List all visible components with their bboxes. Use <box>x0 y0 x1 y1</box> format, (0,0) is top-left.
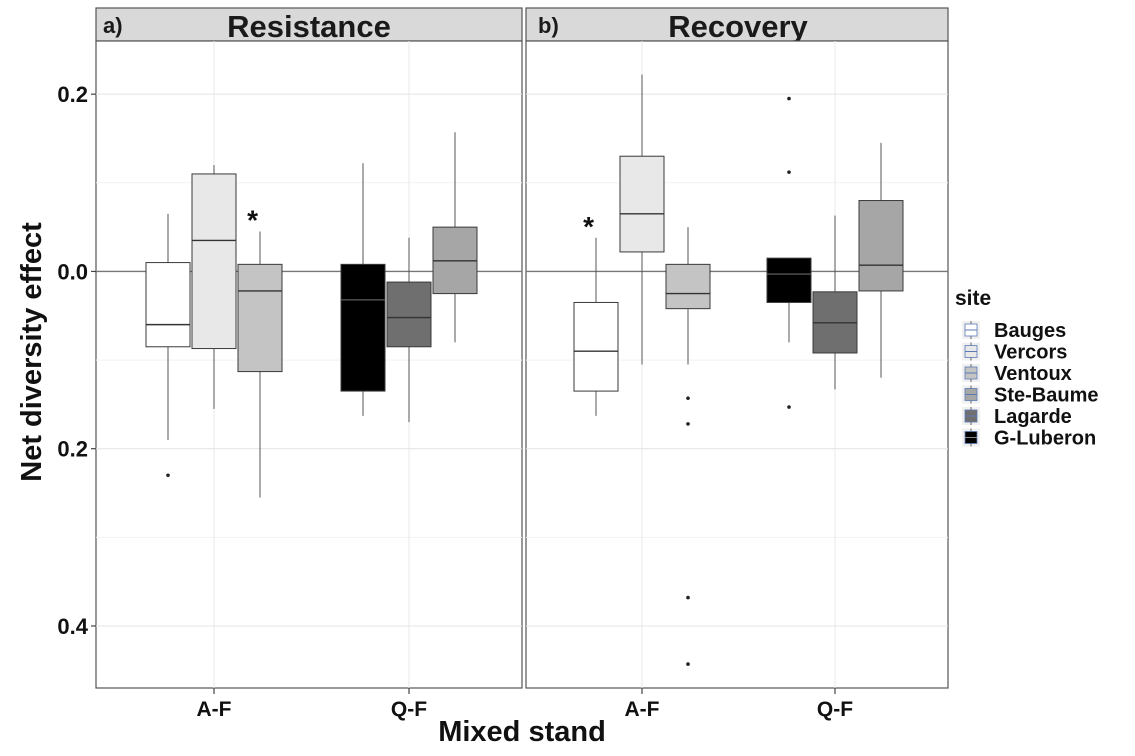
x-axis-label: Mixed stand <box>438 716 606 748</box>
y-tick-label: 0.2 <box>57 82 88 107</box>
outlier-point <box>166 473 170 478</box>
legend-key <box>962 407 980 425</box>
outlier-point <box>787 170 791 174</box>
outlier-point <box>686 422 690 426</box>
x-tick-label: Q-F <box>391 698 427 721</box>
box-g-luberon <box>340 163 386 416</box>
box-body <box>237 263 283 373</box>
y-tick-label: 0.4 <box>57 614 88 639</box>
legend-item-label: Ste-Baume <box>994 385 1098 407</box>
legend-item-label: G-Luberon <box>994 428 1096 450</box>
panel-strip <box>95 7 523 42</box>
y-tick-label: 0.0 <box>57 259 88 284</box>
x-axis-ticks: A-F Q-F A-F Q-F <box>197 688 853 721</box>
box-lagarde <box>812 215 858 390</box>
x-tick-label: Q-F <box>817 698 853 721</box>
box-marks: * <box>145 132 478 498</box>
box-body <box>191 173 237 350</box>
box-bauges <box>145 213 191 478</box>
box-body <box>573 301 619 392</box>
box-vercors <box>191 165 237 409</box>
y-tick-label: 0.2 <box>57 437 88 462</box>
box-body <box>340 263 386 392</box>
plot-area <box>95 40 523 689</box>
box-body <box>145 262 191 348</box>
box-body <box>858 200 904 292</box>
panel-recovery: b) Recovery * <box>525 7 949 689</box>
y-axis-label: Net diversity effect <box>16 222 48 482</box>
legend-item-label: Bauges <box>994 320 1066 342</box>
box-ste-baume <box>858 142 904 378</box>
box-ventoux: * <box>237 205 283 498</box>
box-body <box>665 263 711 310</box>
box-lagarde <box>386 237 432 423</box>
box-marks: * <box>573 74 904 666</box>
legend-key <box>962 321 980 339</box>
legend-key <box>962 428 980 447</box>
box-body <box>386 281 432 348</box>
panel-label: a) <box>103 13 123 38</box>
box-body <box>766 257 812 303</box>
outlier-point <box>686 662 690 666</box>
legend-key <box>962 364 980 382</box>
legend-item-label: Vercors <box>994 342 1067 364</box>
legend-key <box>962 385 980 404</box>
box-body <box>619 155 665 253</box>
box-bauges: * <box>573 211 619 416</box>
panel-strip <box>525 7 949 42</box>
legend-key <box>962 342 980 361</box>
y-axis-ticks: 0.2 0.0 0.2 0.4 <box>57 82 96 639</box>
legend-title: site <box>955 287 991 310</box>
x-tick-label: A-F <box>197 698 232 721</box>
legend-item-label: Lagarde <box>994 406 1072 428</box>
outlier-point <box>787 405 791 409</box>
significance-annotation: * <box>247 205 258 236</box>
significance-annotation: * <box>583 211 594 242</box>
legend-item-label: Ventoux <box>994 363 1072 385</box>
outlier-point <box>686 595 690 600</box>
box-ventoux <box>665 227 711 666</box>
x-tick-label: A-F <box>625 698 660 721</box>
box-vercors <box>619 74 665 365</box>
box-ste-baume <box>432 132 478 343</box>
panel-title: Resistance <box>227 9 391 44</box>
outlier-point <box>686 396 690 400</box>
box-g-luberon <box>766 96 812 409</box>
outlier-point <box>787 96 791 101</box>
panel-title: Recovery <box>668 9 808 44</box>
legend: site BaugesVercorsVentouxSte-BaumeLagard… <box>955 287 1098 450</box>
panel-label: b) <box>538 13 559 38</box>
panel-resistance: a) Resistance * <box>95 7 523 689</box>
